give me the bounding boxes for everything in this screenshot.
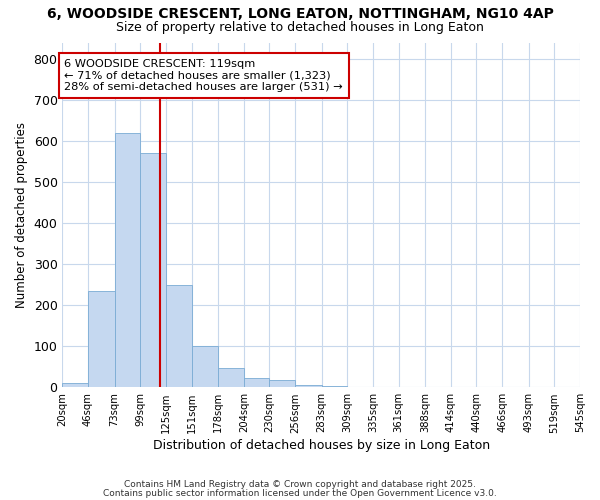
Bar: [269, 380, 295, 388]
Bar: [295, 386, 322, 388]
Bar: [88, 291, 115, 388]
Text: Contains public sector information licensed under the Open Government Licence v3: Contains public sector information licen…: [103, 488, 497, 498]
Text: 6, WOODSIDE CRESCENT, LONG EATON, NOTTINGHAM, NG10 4AP: 6, WOODSIDE CRESCENT, LONG EATON, NOTTIN…: [47, 8, 553, 22]
Text: 6 WOODSIDE CRESCENT: 119sqm
← 71% of detached houses are smaller (1,323)
28% of : 6 WOODSIDE CRESCENT: 119sqm ← 71% of det…: [64, 59, 343, 92]
Bar: [140, 154, 166, 388]
Bar: [191, 346, 218, 388]
Bar: [244, 378, 269, 388]
Bar: [115, 133, 140, 388]
Bar: [166, 284, 191, 388]
Y-axis label: Number of detached properties: Number of detached properties: [15, 122, 28, 308]
Bar: [62, 383, 88, 388]
Text: Size of property relative to detached houses in Long Eaton: Size of property relative to detached ho…: [116, 21, 484, 34]
X-axis label: Distribution of detached houses by size in Long Eaton: Distribution of detached houses by size …: [152, 440, 490, 452]
Text: Contains HM Land Registry data © Crown copyright and database right 2025.: Contains HM Land Registry data © Crown c…: [124, 480, 476, 489]
Bar: [218, 368, 244, 388]
Bar: [322, 386, 347, 388]
